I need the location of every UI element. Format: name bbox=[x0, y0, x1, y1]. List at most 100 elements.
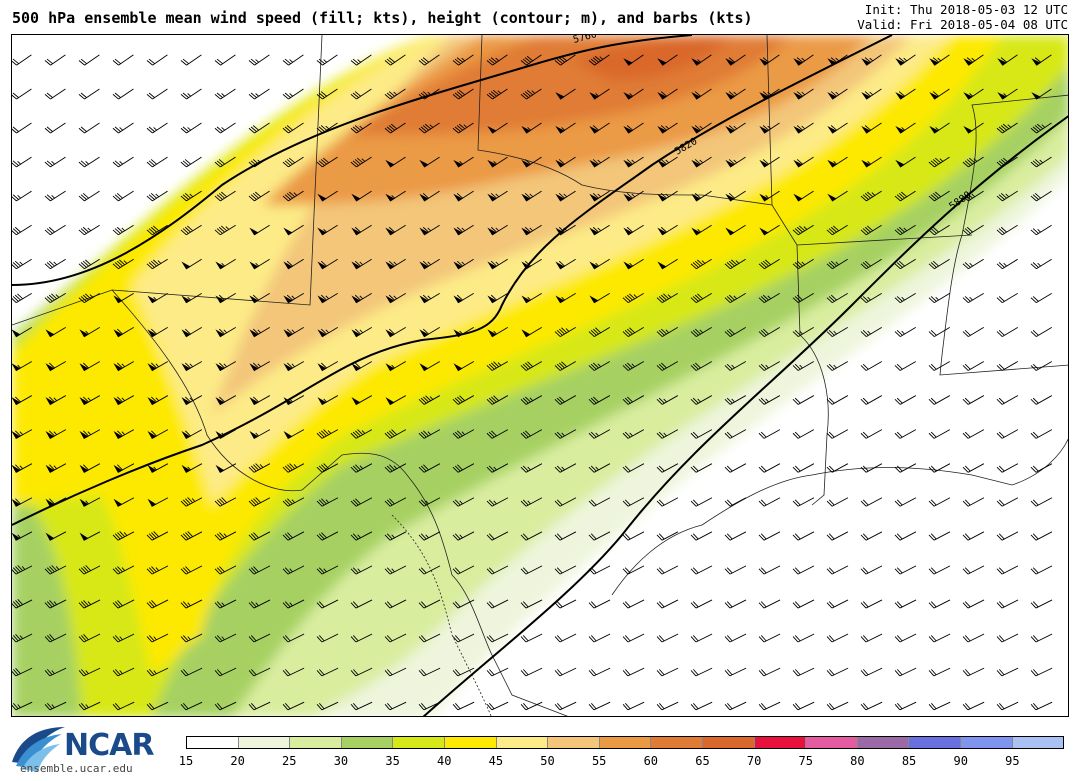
state-border bbox=[939, 234, 1068, 376]
wind-barb bbox=[350, 531, 373, 541]
wind-barb bbox=[690, 701, 713, 711]
wind-barb bbox=[453, 361, 475, 372]
wind-barb bbox=[1030, 667, 1053, 677]
wind-barb bbox=[12, 327, 32, 338]
wind-barb bbox=[690, 429, 713, 439]
wind-barb bbox=[147, 463, 169, 473]
wind-barb bbox=[181, 292, 202, 304]
wind-barb bbox=[759, 224, 780, 236]
wind-barb bbox=[894, 224, 916, 236]
wind-barb bbox=[792, 497, 815, 507]
colorbar-tick-label: 95 bbox=[1005, 754, 1020, 768]
wind-barb bbox=[12, 258, 32, 270]
wind-barb bbox=[792, 395, 815, 405]
wind-barb bbox=[928, 701, 951, 711]
wind-barb bbox=[44, 565, 67, 575]
wind-barb bbox=[962, 633, 985, 643]
wind-barb bbox=[113, 497, 135, 507]
wind-barb bbox=[826, 395, 849, 405]
wind-barb bbox=[146, 122, 168, 134]
wind-barb bbox=[452, 565, 475, 575]
wind-barb bbox=[657, 258, 678, 270]
wind-barb bbox=[418, 531, 441, 541]
wind-barb bbox=[725, 88, 746, 100]
wind-barb bbox=[554, 599, 577, 609]
wind-barb bbox=[317, 361, 339, 372]
wind-barb bbox=[385, 190, 406, 202]
wind-barb bbox=[860, 292, 882, 304]
wind-barb bbox=[248, 667, 271, 677]
wind-barb bbox=[214, 122, 236, 134]
wind-barb bbox=[1030, 599, 1053, 609]
map-panel[interactable]: 5760 5820 5880 bbox=[11, 34, 1069, 717]
wind-barb bbox=[1030, 190, 1052, 202]
wind-barb bbox=[282, 531, 305, 541]
wind-barb bbox=[826, 565, 849, 575]
wind-barb bbox=[452, 122, 474, 134]
colorbar-tick-label: 65 bbox=[695, 754, 710, 768]
wind-barb bbox=[792, 258, 814, 270]
wind-barb bbox=[929, 122, 950, 134]
wind-barb bbox=[78, 565, 101, 575]
wind-barb bbox=[112, 88, 134, 100]
wind-barb bbox=[588, 633, 611, 643]
wind-barb bbox=[1031, 88, 1052, 100]
wind-barb bbox=[351, 224, 372, 236]
wind-barb bbox=[385, 361, 407, 372]
wind-barb bbox=[418, 463, 441, 473]
map-title: 500 hPa ensemble mean wind speed (fill; … bbox=[12, 9, 753, 27]
wind-barb bbox=[656, 463, 679, 473]
wind-barb bbox=[385, 258, 406, 270]
wind-barb bbox=[588, 429, 611, 439]
wind-barb bbox=[248, 156, 270, 168]
wind-barb bbox=[486, 565, 509, 575]
wind-barb bbox=[759, 122, 780, 134]
wind-barb bbox=[452, 463, 475, 473]
coastline bbox=[611, 438, 1068, 596]
wind-barb bbox=[181, 429, 203, 439]
wind-barb bbox=[656, 701, 679, 711]
wind-barb bbox=[487, 224, 508, 236]
wind-barb bbox=[419, 224, 440, 236]
wind-barb bbox=[827, 122, 848, 134]
wind-barb bbox=[962, 395, 985, 405]
colorbar-tick-label: 30 bbox=[333, 754, 349, 768]
wind-barb bbox=[622, 292, 644, 304]
wind-barb bbox=[860, 190, 882, 202]
wind-barb bbox=[691, 156, 712, 168]
wind-barb bbox=[520, 633, 543, 643]
wind-barb bbox=[758, 701, 781, 711]
wind-barb bbox=[214, 633, 237, 643]
wind-barb bbox=[622, 395, 645, 405]
wind-barb bbox=[588, 497, 611, 507]
wind-barb bbox=[452, 667, 475, 677]
wind-barb bbox=[112, 701, 135, 711]
wind-barb bbox=[622, 463, 645, 473]
colorbar-segment bbox=[960, 737, 1013, 748]
wind-barb bbox=[657, 224, 678, 236]
wind-barb bbox=[78, 701, 101, 711]
wind-barb bbox=[996, 122, 1018, 134]
wind-barb bbox=[486, 633, 509, 643]
wind-barb bbox=[452, 599, 475, 609]
wind-barb bbox=[758, 463, 781, 473]
wind-barb bbox=[589, 190, 610, 202]
wind-barb bbox=[350, 122, 372, 134]
wind-barb bbox=[316, 531, 339, 541]
wind-barb bbox=[350, 701, 373, 711]
wind-barb bbox=[724, 429, 747, 439]
wind-barb bbox=[44, 190, 66, 202]
wind-speed-fill bbox=[12, 35, 1068, 716]
wind-barb bbox=[996, 599, 1019, 609]
wind-barb bbox=[45, 361, 67, 372]
wind-barb bbox=[45, 327, 66, 338]
wind-barb bbox=[180, 599, 203, 609]
wind-barb bbox=[418, 701, 441, 711]
wind-barb bbox=[418, 122, 440, 134]
wind-barb bbox=[384, 463, 407, 473]
wind-barb bbox=[79, 395, 101, 406]
wind-barb bbox=[44, 54, 66, 66]
colorbar-segment bbox=[651, 737, 703, 748]
wind-barb bbox=[146, 599, 169, 609]
wind-barb bbox=[792, 463, 815, 473]
